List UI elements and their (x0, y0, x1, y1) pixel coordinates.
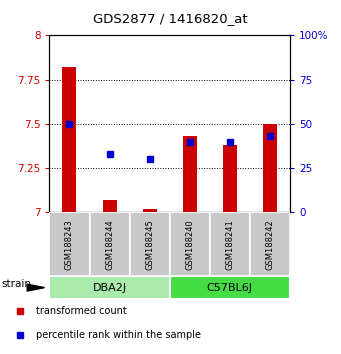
Text: GSM188240: GSM188240 (185, 219, 194, 270)
Text: DBA2J: DBA2J (92, 282, 127, 293)
Text: GDS2877 / 1416820_at: GDS2877 / 1416820_at (93, 12, 248, 25)
Text: transformed count: transformed count (36, 306, 127, 316)
Bar (89, 212, 130, 276)
Text: strain: strain (1, 279, 31, 289)
Bar (169, 276, 290, 299)
Bar (250, 212, 290, 276)
Polygon shape (27, 284, 44, 291)
Bar (49, 212, 89, 276)
Bar (143, 209, 157, 212)
Bar (62, 67, 76, 212)
Text: GSM188245: GSM188245 (145, 219, 154, 270)
Text: GSM188242: GSM188242 (265, 219, 274, 270)
Text: GSM188244: GSM188244 (105, 219, 114, 270)
Bar (223, 145, 237, 212)
Text: percentile rank within the sample: percentile rank within the sample (36, 330, 201, 340)
Bar (103, 200, 117, 212)
Bar (210, 212, 250, 276)
Bar (130, 212, 169, 276)
Text: C57BL6J: C57BL6J (207, 282, 253, 293)
Text: GSM188243: GSM188243 (65, 219, 74, 270)
Bar (183, 136, 197, 212)
Bar (169, 212, 210, 276)
Text: GSM188241: GSM188241 (225, 219, 234, 270)
Bar (49, 276, 169, 299)
Bar (263, 124, 277, 212)
